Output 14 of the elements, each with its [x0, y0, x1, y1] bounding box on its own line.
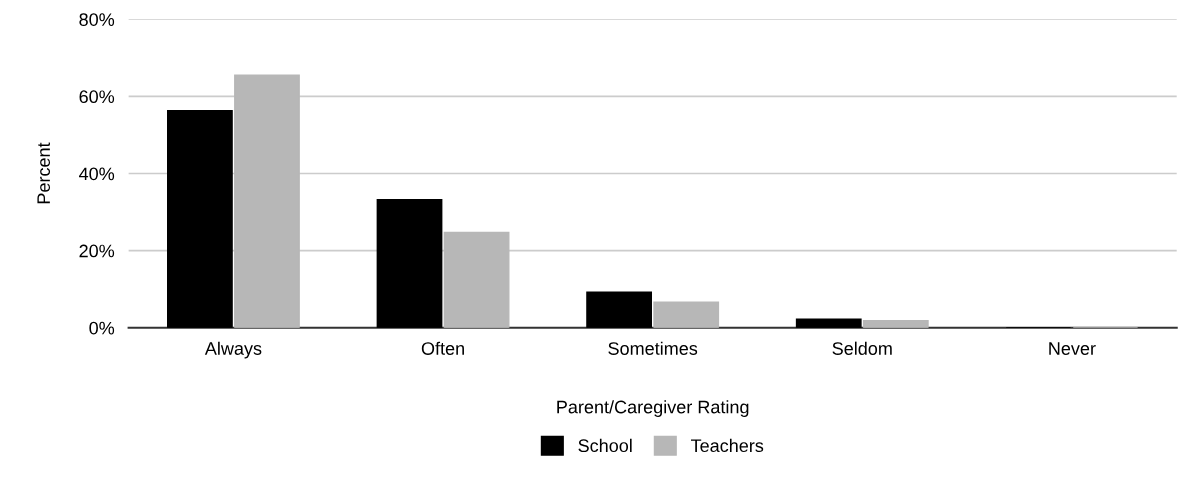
y-tick-label: 20% — [79, 244, 115, 258]
y-tick-label: 60% — [79, 90, 115, 104]
x-tick-label: Never — [1049, 342, 1096, 355]
y-axis-title: Percent — [37, 142, 51, 204]
y-tick-label: 0% — [89, 321, 115, 335]
x-tick-label: Seldom — [832, 341, 892, 355]
legend-label: Teachers — [691, 438, 764, 453]
y-tick-label: 80% — [79, 13, 115, 26]
legend-label: School — [578, 438, 632, 453]
x-tick-label: Always — [204, 341, 262, 359]
y-tick-label: 40% — [79, 167, 115, 181]
x-tick-label: Often — [421, 341, 464, 355]
x-axis-title: Parent/Caregiver Rating — [557, 400, 749, 417]
x-tick-label: Sometimes — [608, 341, 698, 355]
